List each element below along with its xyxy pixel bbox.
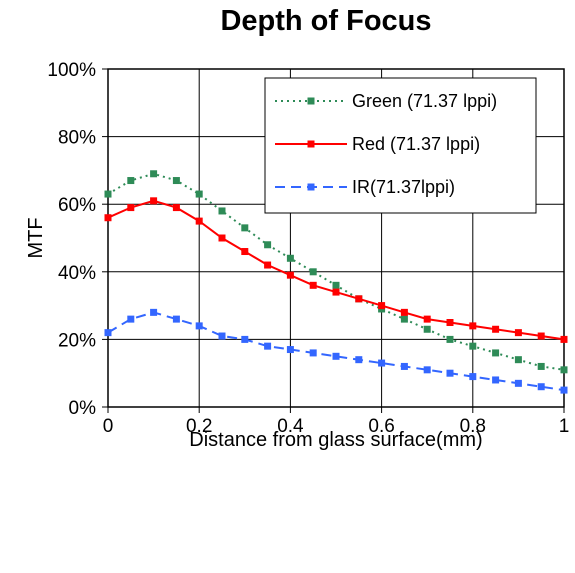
data-point bbox=[241, 248, 249, 256]
legend-item: Red (71.37 lppi) bbox=[275, 134, 480, 154]
y-axis-label: MTF bbox=[25, 217, 47, 258]
data-point bbox=[423, 315, 431, 323]
data-point bbox=[332, 352, 340, 360]
data-point bbox=[104, 190, 112, 198]
data-point bbox=[492, 325, 500, 333]
legend-label: IR(71.37lppi) bbox=[352, 177, 455, 197]
data-point bbox=[423, 366, 431, 374]
x-tick-label: 0.8 bbox=[460, 416, 486, 437]
legend-label: Green (71.37 lppi) bbox=[352, 91, 497, 111]
data-point bbox=[172, 204, 180, 212]
data-point bbox=[104, 214, 112, 222]
y-tick-label: 40% bbox=[58, 263, 96, 284]
axis-ticks: 0 0.2 0.4 0.6 0.8 1 0% 20% 40% 60% 80% 100% bbox=[47, 60, 569, 437]
y-tick-label: 20% bbox=[58, 330, 96, 351]
data-point bbox=[286, 346, 294, 354]
y-tick-label: 0% bbox=[69, 398, 97, 419]
series-group bbox=[104, 170, 568, 394]
data-point bbox=[127, 315, 135, 323]
series-line bbox=[107, 311, 565, 392]
data-point bbox=[195, 217, 203, 225]
legend-marker bbox=[307, 97, 315, 105]
x-tick-label: 0.6 bbox=[368, 416, 394, 437]
plot-area bbox=[107, 68, 565, 408]
data-point bbox=[560, 386, 568, 394]
data-point bbox=[378, 359, 386, 367]
data-point bbox=[127, 204, 135, 212]
data-point bbox=[264, 342, 272, 350]
data-point bbox=[514, 379, 522, 387]
data-point bbox=[218, 332, 226, 340]
y-tick-label: 60% bbox=[58, 195, 96, 216]
data-point bbox=[195, 190, 203, 198]
data-point bbox=[446, 319, 454, 326]
data-point bbox=[218, 207, 226, 215]
legend-marker bbox=[307, 183, 315, 191]
data-point bbox=[537, 383, 545, 391]
data-point bbox=[492, 349, 500, 357]
data-point bbox=[309, 281, 317, 289]
legend-item: Green (71.37 lppi) bbox=[275, 91, 497, 111]
y-tick-label: 100% bbox=[47, 60, 96, 81]
data-point bbox=[400, 315, 408, 323]
data-point bbox=[172, 315, 180, 323]
data-point bbox=[355, 295, 363, 303]
data-point bbox=[560, 335, 568, 343]
data-point bbox=[469, 322, 477, 330]
chart-title: Depth of Focus bbox=[220, 5, 431, 37]
data-point bbox=[537, 332, 545, 340]
data-point bbox=[446, 335, 454, 343]
legend-item: IR(71.37lppi) bbox=[275, 177, 455, 197]
data-point bbox=[286, 254, 294, 262]
data-point bbox=[195, 322, 203, 330]
x-tick-label: 0.4 bbox=[277, 416, 304, 437]
data-point bbox=[309, 268, 317, 276]
legend-marker bbox=[307, 140, 315, 148]
x-axis-label: Distance from glass surface(mm) bbox=[189, 429, 482, 451]
series-1 bbox=[104, 170, 568, 374]
data-point bbox=[378, 302, 386, 310]
data-point bbox=[241, 224, 249, 232]
legend-label: Red (71.37 lppi) bbox=[352, 134, 480, 154]
data-point bbox=[241, 335, 249, 343]
data-point bbox=[423, 325, 431, 333]
data-point bbox=[400, 362, 408, 370]
data-point bbox=[286, 271, 294, 279]
data-point bbox=[446, 369, 454, 377]
x-tick-label: 0.2 bbox=[186, 416, 212, 437]
x-tick-label: 1 bbox=[559, 416, 570, 437]
series-2 bbox=[104, 197, 568, 343]
data-point bbox=[309, 349, 317, 357]
data-point bbox=[469, 342, 477, 350]
data-point bbox=[264, 241, 272, 249]
data-point bbox=[104, 329, 112, 337]
series-3 bbox=[104, 308, 568, 394]
data-point bbox=[150, 308, 158, 316]
data-point bbox=[355, 356, 363, 364]
data-point bbox=[218, 234, 226, 242]
data-point bbox=[172, 177, 180, 185]
data-point bbox=[150, 197, 158, 205]
data-point bbox=[492, 376, 500, 384]
legend: Green (71.37 lppi) Red (71.37 lppi) IR(71.… bbox=[264, 77, 537, 214]
data-point bbox=[400, 308, 408, 316]
data-point bbox=[127, 177, 135, 185]
data-point bbox=[150, 170, 158, 178]
data-point bbox=[560, 366, 568, 374]
data-point bbox=[514, 356, 522, 364]
y-tick-label: 80% bbox=[58, 128, 96, 149]
x-tick-label: 0 bbox=[103, 416, 114, 437]
data-point bbox=[537, 362, 545, 370]
data-point bbox=[332, 288, 340, 296]
data-point bbox=[469, 373, 477, 381]
data-point bbox=[514, 329, 522, 337]
data-point bbox=[332, 281, 340, 289]
data-point bbox=[264, 261, 272, 269]
